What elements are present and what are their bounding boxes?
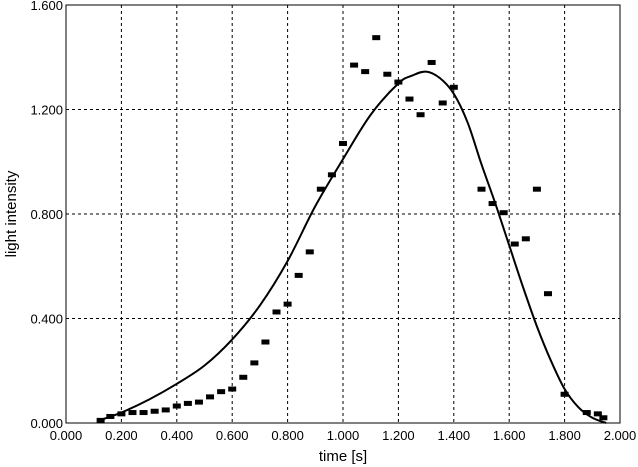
data-point — [283, 301, 292, 307]
x-tick-label: 0.200 — [105, 428, 138, 443]
data-point — [194, 399, 203, 405]
x-tick-label: 0.000 — [50, 428, 83, 443]
data-point — [560, 391, 569, 397]
data-point — [510, 241, 519, 247]
data-point — [350, 62, 359, 68]
data-point — [150, 408, 159, 414]
data-point — [427, 59, 436, 65]
x-tick-label: 2.000 — [604, 428, 637, 443]
y-axis-tick-labels: 0.000 0.400 0.800 1.200 1.600 — [30, 0, 63, 431]
x-tick-label: 1.200 — [382, 428, 415, 443]
data-point — [593, 411, 602, 417]
x-tick-label: 1.000 — [327, 428, 360, 443]
y-tick-label: 1.200 — [30, 103, 63, 118]
data-point — [239, 374, 248, 380]
x-tick-label: 1.600 — [493, 428, 526, 443]
y-axis-title: light intensity — [3, 170, 20, 257]
x-tick-label: 0.800 — [271, 428, 304, 443]
data-point — [488, 201, 497, 207]
data-point — [183, 400, 192, 406]
plot-area-frame — [65, 4, 621, 424]
data-point — [128, 410, 137, 416]
data-point — [438, 100, 447, 106]
data-point — [394, 79, 403, 85]
data-point — [172, 403, 181, 409]
data-point — [294, 272, 303, 278]
y-tick-label: 1.600 — [30, 0, 63, 13]
data-point — [96, 417, 105, 423]
data-point — [139, 410, 148, 416]
data-point — [305, 249, 314, 255]
data-point — [416, 112, 425, 118]
x-tick-label: 0.400 — [161, 428, 194, 443]
grid-layer — [66, 5, 620, 423]
data-point — [405, 96, 414, 102]
data-point — [521, 236, 530, 242]
data-point — [477, 186, 486, 192]
x-axis-tick-labels: 0.000 0.200 0.400 0.600 0.800 1.000 1.200 1.400… — [50, 428, 637, 443]
data-point — [532, 186, 541, 192]
data-points — [96, 35, 608, 423]
data-point — [250, 360, 259, 366]
data-point — [206, 394, 215, 400]
data-point — [361, 69, 370, 75]
y-tick-label: 0.000 — [30, 416, 63, 431]
data-point — [106, 413, 115, 419]
data-point — [383, 71, 392, 77]
data-point — [327, 172, 336, 178]
data-point — [599, 415, 608, 421]
y-tick-label: 0.400 — [30, 312, 63, 327]
x-tick-label: 1.400 — [438, 428, 471, 443]
x-axis-title: time [s] — [319, 448, 367, 465]
x-tick-label: 1.800 — [548, 428, 581, 443]
data-point — [499, 210, 508, 216]
data-point — [372, 35, 381, 41]
fit-curve-line — [98, 70, 607, 424]
data-point — [316, 186, 325, 192]
data-point — [261, 339, 270, 345]
data-point — [582, 410, 591, 416]
data-point — [543, 291, 552, 297]
data-point — [217, 389, 226, 395]
data-point — [161, 407, 170, 413]
x-tick-label: 0.600 — [216, 428, 249, 443]
data-point — [339, 140, 347, 146]
data-point — [272, 309, 281, 315]
y-tick-label: 0.800 — [30, 207, 63, 222]
data-point — [449, 84, 458, 90]
data-point — [117, 411, 126, 417]
data-point — [228, 386, 237, 392]
